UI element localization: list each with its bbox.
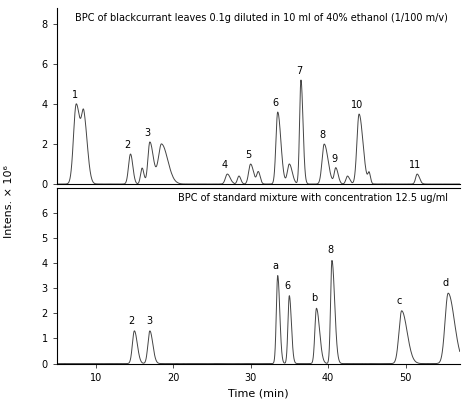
Text: 8: 8	[328, 246, 333, 255]
Text: BPC of blackcurrant leaves 0.1g diluted in 10 ml of 40% ethanol (1/100 m/v): BPC of blackcurrant leaves 0.1g diluted …	[75, 13, 447, 23]
Text: 9: 9	[331, 154, 337, 164]
Text: 3: 3	[147, 316, 153, 326]
X-axis label: Time (min): Time (min)	[228, 388, 289, 398]
Text: 1: 1	[72, 90, 78, 100]
Text: 7: 7	[296, 66, 302, 76]
Text: a: a	[273, 261, 278, 271]
Text: 10: 10	[351, 100, 363, 110]
Text: 4: 4	[222, 160, 228, 170]
Text: 8: 8	[319, 130, 326, 140]
Text: 2: 2	[128, 316, 135, 326]
Text: 3: 3	[145, 128, 151, 138]
Text: 6: 6	[273, 98, 278, 108]
Text: b: b	[311, 293, 317, 303]
Text: 11: 11	[409, 160, 421, 170]
Text: 2: 2	[124, 140, 130, 150]
Text: 6: 6	[284, 281, 290, 291]
Text: c: c	[397, 296, 402, 306]
Text: BPC of standard mixture with concentration 12.5 ug/ml: BPC of standard mixture with concentrati…	[178, 193, 447, 203]
Text: Intens. × 10⁶: Intens. × 10⁶	[4, 166, 15, 238]
Text: 5: 5	[245, 150, 251, 160]
Text: d: d	[443, 278, 449, 288]
